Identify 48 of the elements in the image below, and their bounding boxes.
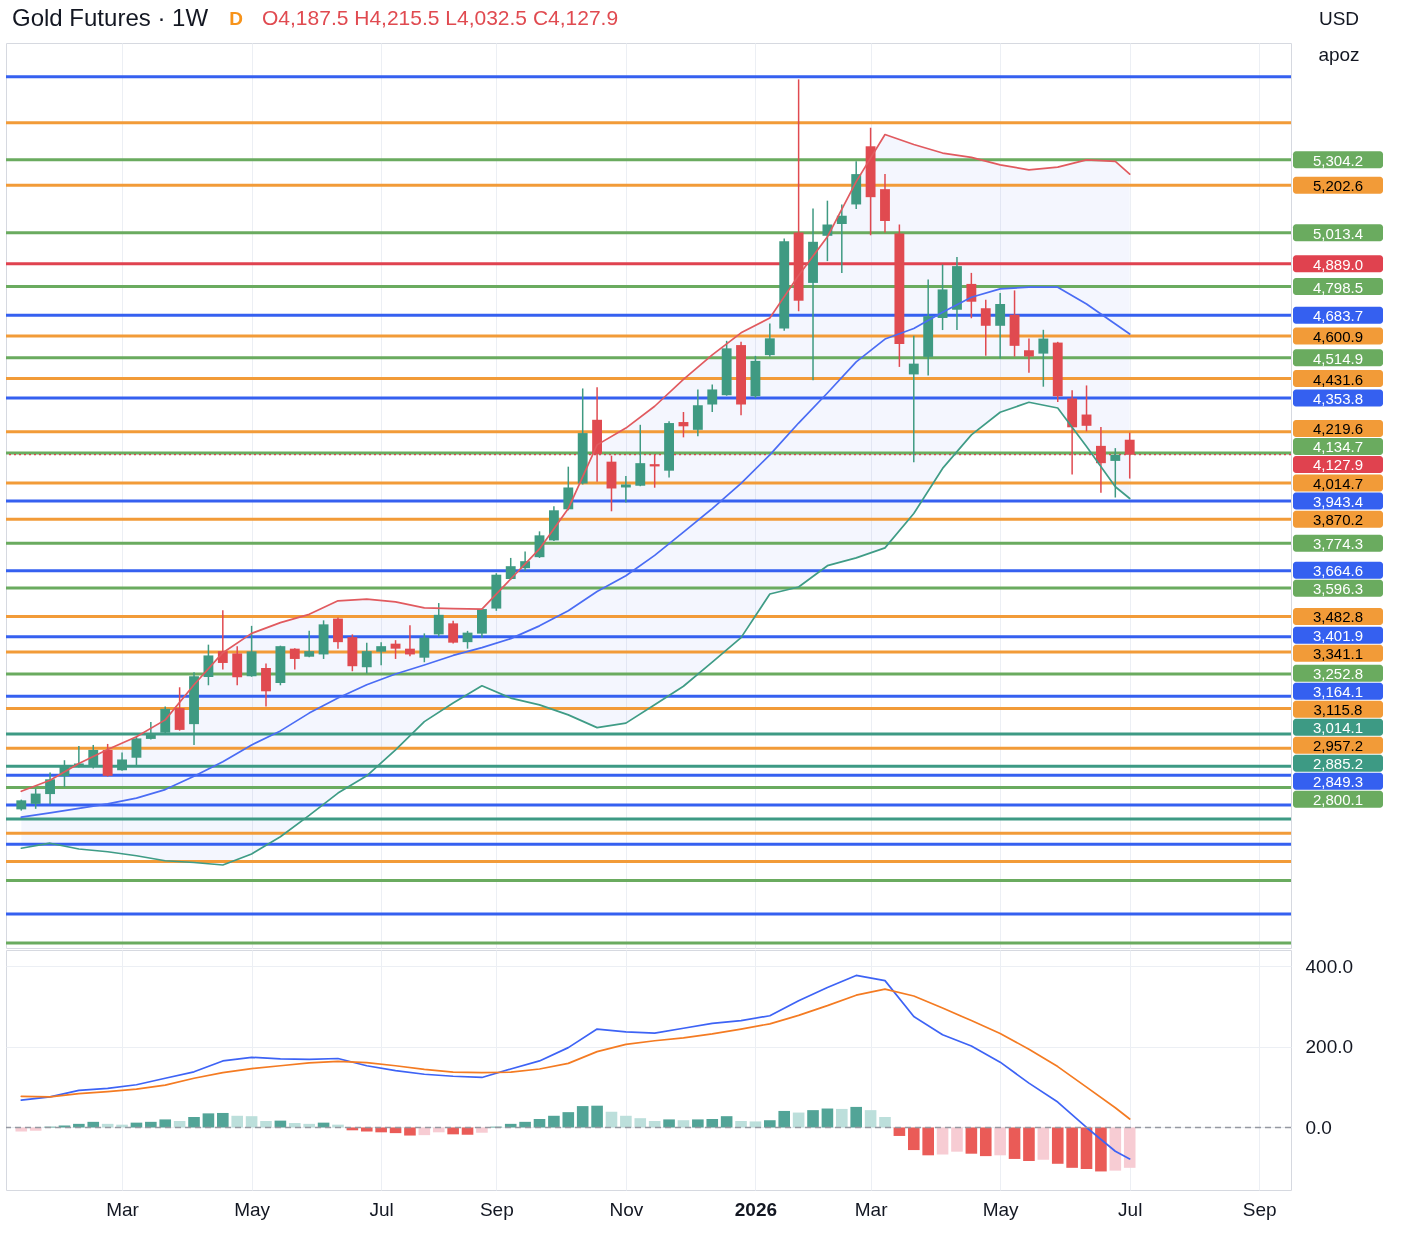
x-tick-label: 2026 — [734, 1198, 778, 1220]
y-tick-label: 0.0 — [1305, 1116, 1332, 1138]
ref-line-label: 4,127.9 — [1312, 456, 1364, 474]
ref-line-label: 2,957.2 — [1312, 737, 1364, 755]
x-tick-label: Sep — [479, 1198, 514, 1220]
ref-line-label: 4,889.0 — [1312, 255, 1364, 273]
x-tick-label: May — [982, 1198, 1020, 1220]
ref-line-label: 4,431.6 — [1312, 370, 1364, 388]
ref-line-label: 5,202.6 — [1312, 177, 1364, 195]
ref-line-label: 4,353.8 — [1312, 390, 1364, 408]
ref-line-label: 4,134.7 — [1312, 438, 1364, 456]
x-tick-label: Mar — [106, 1198, 140, 1220]
ref-line-label: 2,800.1 — [1312, 791, 1364, 809]
x-tick-label: Mar — [854, 1198, 889, 1220]
ref-line-label: 3,664.6 — [1312, 562, 1364, 580]
ref-line-label: 2,885.2 — [1312, 755, 1364, 773]
ref-line-label: 4,683.7 — [1312, 307, 1364, 325]
text: D — [229, 8, 243, 29]
text: apoz — [1318, 44, 1360, 65]
x-tick-label: Jul — [369, 1198, 394, 1220]
ref-line-label: 5,304.2 — [1312, 151, 1364, 169]
text: USD — [1318, 8, 1360, 29]
x-tick-label: Sep — [1242, 1198, 1277, 1220]
ref-line-label: 4,219.6 — [1312, 420, 1364, 438]
chart-title: Gold Futures · 1W — [12, 4, 209, 31]
ref-line-label: 3,870.2 — [1312, 511, 1364, 529]
ref-line-label: 3,401.9 — [1312, 627, 1364, 645]
text: O4,187.5 H4,215.5 L4,032.5 C4,127.9 — [262, 6, 619, 29]
ref-line-label: 3,341.1 — [1312, 645, 1364, 663]
x-tick-label: May — [234, 1198, 271, 1220]
y-tick-label: 400.0 — [1305, 955, 1354, 977]
ref-line-label: 4,798.5 — [1312, 278, 1364, 296]
y-tick-label: 200.0 — [1305, 1036, 1354, 1058]
ref-line-label: 3,164.1 — [1312, 683, 1364, 701]
ref-line-label: 4,014.7 — [1312, 474, 1364, 492]
ref-line-label: 3,482.8 — [1312, 608, 1364, 626]
ref-line-label: 3,596.3 — [1312, 580, 1364, 598]
x-tick-label: Jul — [1118, 1198, 1143, 1220]
ref-line-label: 3,774.3 — [1312, 535, 1364, 553]
ref-line-label: 3,014.1 — [1312, 719, 1364, 737]
ref-line-label: 3,943.4 — [1312, 492, 1364, 510]
x-tick-label: Nov — [609, 1198, 644, 1220]
ref-line-label: 5,013.4 — [1312, 224, 1364, 242]
ref-line-label: 2,849.3 — [1312, 773, 1364, 791]
ref-line-label: 4,514.9 — [1312, 349, 1364, 367]
ref-line-label: 3,252.8 — [1312, 665, 1364, 683]
ref-line-label: 4,600.9 — [1312, 328, 1364, 346]
ref-line-label: 3,115.8 — [1313, 701, 1363, 719]
